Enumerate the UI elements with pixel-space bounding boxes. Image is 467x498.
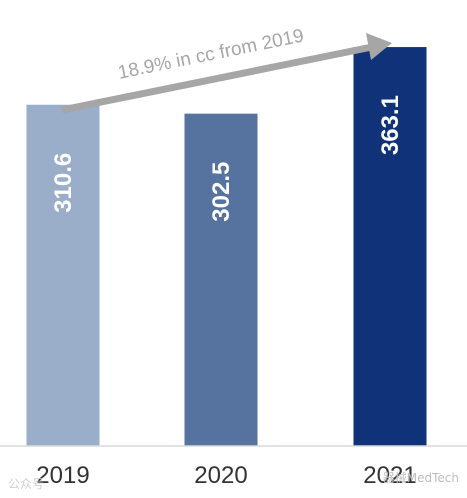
x-tick-label-2019: 2019 [36,462,89,489]
watermark-right: 器械MedTech [382,471,459,485]
value-labels-group: 310.6 302.5 363.1 [50,95,404,222]
x-tick-labels-group: 2019 2020 2021 [36,462,416,489]
x-tick-label-2020: 2020 [194,462,247,489]
bars-group [26,47,427,447]
growth-arrow-shaft [61,43,373,114]
value-label-2019: 310.6 [50,153,77,213]
value-label-2021: 363.1 [377,95,404,155]
value-label-2020: 302.5 [208,162,235,222]
growth-arrow-head [366,33,392,60]
growth-annotation-text: 18.9% in cc from 2019 [116,25,305,83]
x-tick-label-2021: 2021 [363,462,416,489]
bar-2019 [26,104,100,446]
watermark-left: 公众号 [8,477,45,491]
bar-2020 [184,113,258,447]
bar-2021 [353,47,427,447]
growth-annotation: 18.9% in cc from 2019 [61,25,392,114]
